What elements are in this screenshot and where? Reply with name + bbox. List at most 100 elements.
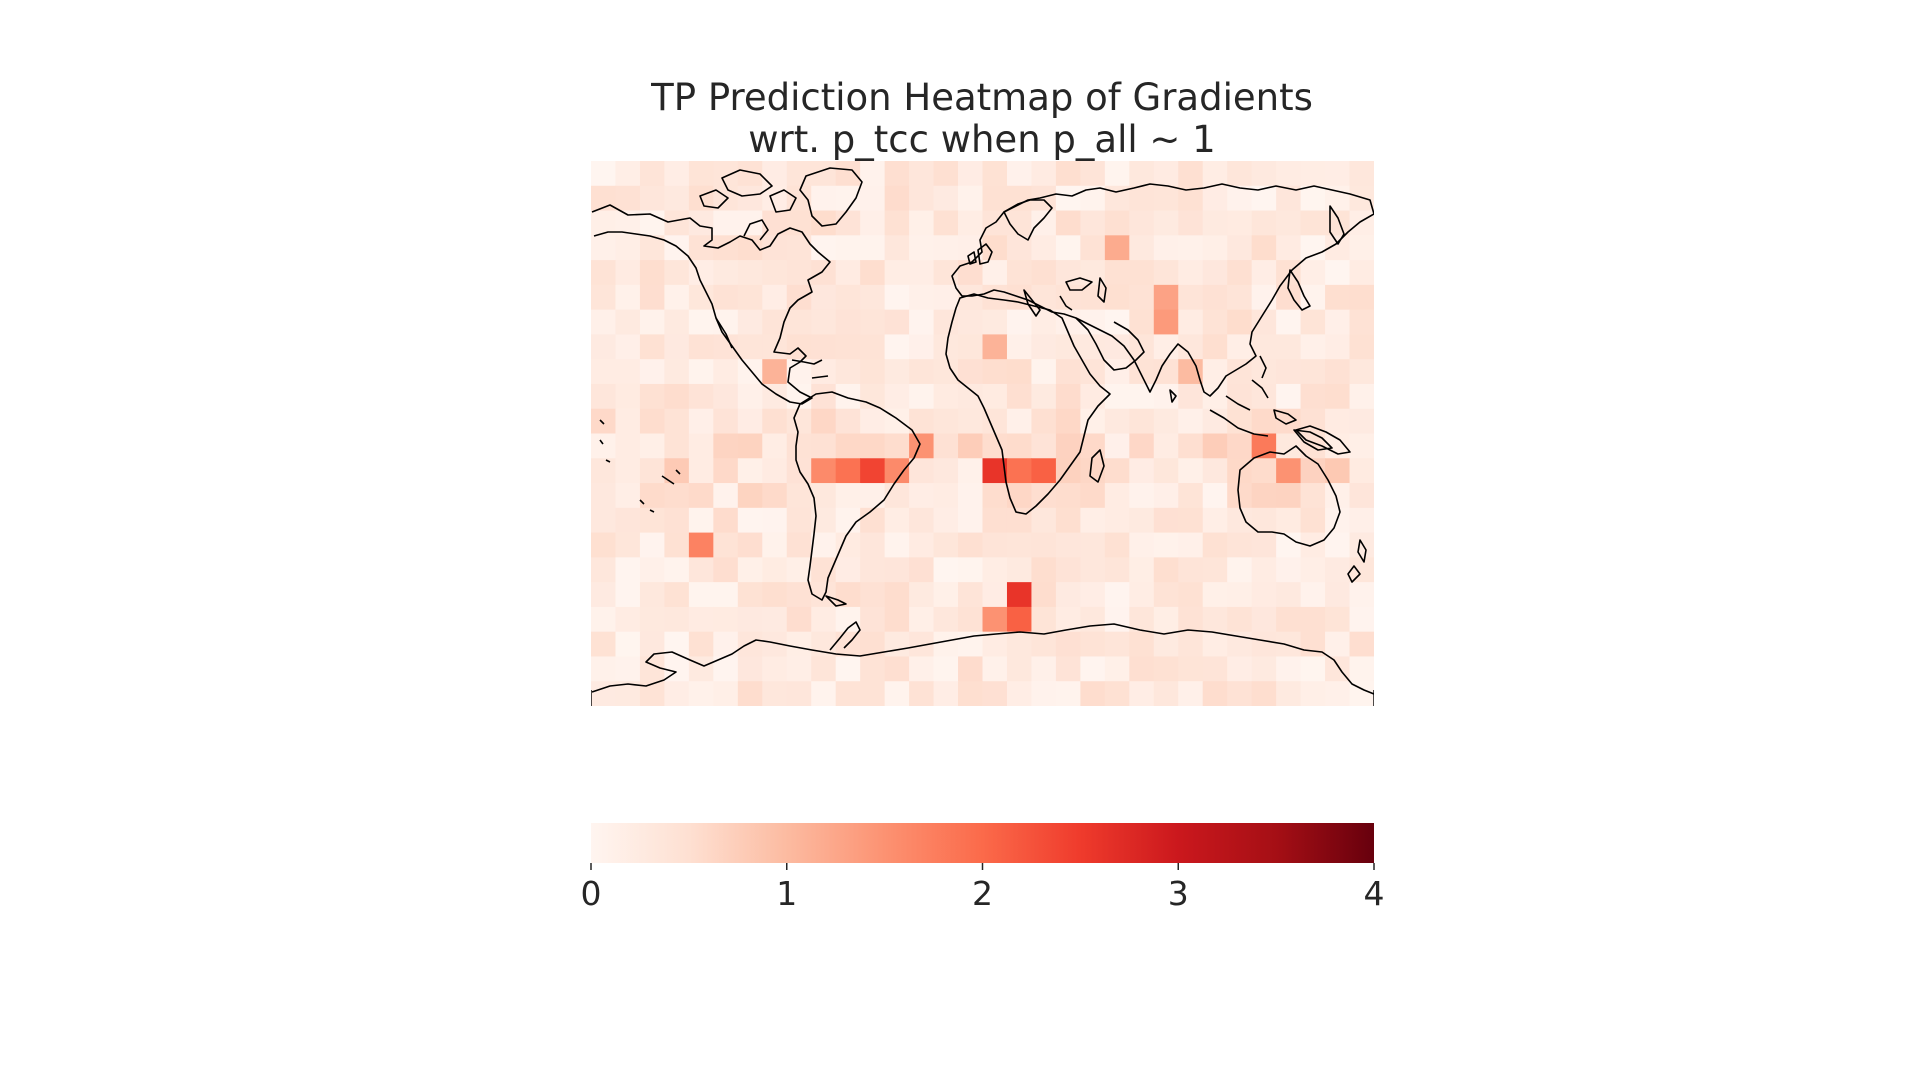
heatmap-cell	[1178, 383, 1204, 410]
heatmap-cell	[1227, 582, 1253, 608]
heatmap-cell	[1202, 557, 1228, 583]
heatmap-cell	[1104, 631, 1130, 658]
heatmap-cell	[639, 483, 666, 509]
coastline-antarctica	[591, 623, 1374, 695]
heatmap-cell	[1153, 557, 1179, 583]
heatmap-cell	[1349, 606, 1374, 633]
heatmap-cell	[1153, 631, 1179, 658]
heatmap-cell	[1129, 161, 1155, 187]
heatmap-cell	[1325, 383, 1351, 410]
heatmap-cell	[786, 161, 812, 187]
heatmap-cell	[688, 433, 714, 459]
heatmap-cell	[909, 185, 935, 212]
heatmap-cell	[1178, 210, 1204, 236]
coastline-pacific-islands	[599, 419, 681, 513]
heatmap-cell	[884, 210, 910, 236]
heatmap-cell	[1300, 260, 1326, 286]
heatmap-cell	[713, 185, 739, 212]
heatmap-cell	[1104, 235, 1130, 261]
heatmap-cell	[1349, 532, 1374, 558]
heatmap-cell	[737, 606, 763, 633]
heatmap-cell	[1104, 210, 1130, 236]
heatmap-cell	[1251, 557, 1277, 583]
heatmap-cell	[713, 284, 739, 311]
heatmap-cell	[688, 582, 714, 608]
heatmap-cell	[713, 681, 739, 706]
heatmap-cell	[811, 284, 837, 311]
heatmap-cell	[835, 458, 861, 484]
heatmap-cell	[664, 582, 690, 608]
heatmap-cell	[688, 656, 714, 682]
heatmap-cell	[1227, 433, 1253, 459]
heatmap-cell	[1153, 458, 1179, 484]
coastline-italy-mediterranean	[1023, 289, 1073, 317]
heatmap-cell	[713, 408, 739, 435]
heatmap-cell	[1104, 161, 1130, 187]
heatmap-cell	[664, 185, 690, 212]
heatmap-cell	[615, 433, 641, 459]
heatmap-cell	[1104, 483, 1130, 509]
heatmap-cell	[835, 532, 861, 558]
heatmap-cell	[1202, 334, 1228, 360]
heatmap-cell	[1227, 309, 1253, 336]
heatmap-cell	[688, 334, 714, 360]
chart-title-line-2: wrt. p_tcc when p_all ~ 1	[748, 118, 1215, 161]
heatmap-cell	[1349, 161, 1374, 187]
heatmap-cell	[664, 260, 690, 286]
heatmap-cell	[1080, 284, 1106, 311]
heatmap-cell	[1178, 433, 1204, 459]
heatmap-cell	[1129, 507, 1155, 534]
heatmap-cell	[1031, 383, 1057, 410]
heatmap-cell	[639, 606, 666, 633]
heatmap-cell	[615, 557, 641, 583]
heatmap-cell	[762, 606, 788, 633]
heatmap-cell	[1349, 235, 1374, 261]
heatmap-cell	[1129, 359, 1155, 385]
heatmap-cell	[1325, 458, 1351, 484]
heatmap-cell	[860, 656, 886, 682]
heatmap-cell	[982, 260, 1008, 286]
heatmap-cell	[1031, 161, 1057, 187]
heatmap-cell	[909, 507, 935, 534]
heatmap-cell	[615, 334, 641, 360]
heatmap-cell	[615, 408, 641, 435]
heatmap-cell	[1349, 557, 1374, 583]
heatmap-cell	[982, 185, 1008, 212]
heatmap-cell	[1080, 582, 1106, 608]
heatmap-cell	[982, 483, 1008, 509]
heatmap-cell	[1300, 309, 1326, 336]
heatmap-cell	[958, 210, 984, 236]
heatmap-cell	[1227, 507, 1253, 534]
heatmap-cell	[884, 161, 910, 187]
heatmap-cell	[786, 408, 812, 435]
heatmap-cell	[811, 681, 837, 706]
heatmap-cell	[1325, 582, 1351, 608]
heatmap-cell	[1276, 483, 1302, 509]
heatmap-cell	[639, 284, 666, 311]
heatmap-cell	[688, 681, 714, 706]
heatmap-cell	[688, 532, 714, 558]
heatmap-cell	[786, 309, 812, 336]
heatmap-cell	[811, 260, 837, 286]
heatmap-cell	[1300, 631, 1326, 658]
heatmap-cell	[835, 161, 861, 187]
heatmap-cell	[982, 309, 1008, 336]
coastline-africa	[945, 293, 1111, 515]
heatmap-cell	[786, 483, 812, 509]
heatmap-cell	[1227, 210, 1253, 236]
heatmap-cell	[1300, 507, 1326, 534]
heatmap-cell	[1006, 582, 1033, 608]
heatmap-cell	[1129, 582, 1155, 608]
heatmap-cell	[835, 433, 861, 459]
heatmap-cell	[811, 408, 837, 435]
heatmap-cell	[860, 359, 886, 385]
heatmap-cell	[884, 185, 910, 212]
heatmap-cell	[639, 458, 666, 484]
heatmap-cell	[1227, 235, 1253, 261]
heatmap-cell	[909, 260, 935, 286]
heatmap-cell	[860, 507, 886, 534]
heatmap-cell	[1325, 284, 1351, 311]
heatmap-cell	[615, 458, 641, 484]
heatmap-cell	[664, 681, 690, 706]
heatmap-cell	[639, 656, 666, 682]
